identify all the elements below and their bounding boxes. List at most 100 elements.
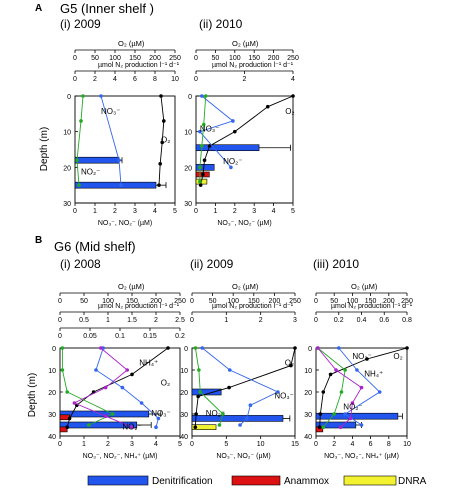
depth-tick-label: 20 xyxy=(48,390,56,397)
profile-label: NO₃⁻ xyxy=(274,392,293,401)
nutrient-tick-label: 10 xyxy=(403,441,411,448)
panel-subtitle: (ii) 2010 xyxy=(199,17,243,31)
point-no3 xyxy=(355,368,359,372)
legend-label-denitrification: Denitrification xyxy=(152,476,213,487)
o2-tick-label: 250 xyxy=(401,298,413,305)
profile-no2 xyxy=(76,95,84,186)
point-nh4 xyxy=(350,401,355,405)
point-o2 xyxy=(202,158,207,162)
rate-tick-label: 0.8 xyxy=(402,317,412,324)
point-o2 xyxy=(194,412,198,416)
point-o2 xyxy=(201,172,205,177)
nutrient-tick-label: 6 xyxy=(369,441,373,448)
legend-swatch-anammox xyxy=(231,475,281,486)
nutrient-tick-label: 10 xyxy=(257,441,265,448)
o2-tick-label: 50 xyxy=(80,298,88,305)
nutrient-tick-label: 4 xyxy=(272,208,276,215)
profile-o2 xyxy=(194,347,296,428)
o2-axis-title: O₂ (µM) xyxy=(118,282,145,291)
rate-tick-label: 0.2 xyxy=(334,317,344,324)
rate-tick-label: 2 xyxy=(154,317,158,324)
o2-tick-label: 0 xyxy=(190,298,194,305)
rate-tick-label: 2 xyxy=(259,317,263,324)
point-no2 xyxy=(321,425,326,430)
depth-tick-label: 0 xyxy=(67,94,71,101)
rate-tick-label: 0 xyxy=(73,76,77,83)
point-no3 xyxy=(120,385,125,390)
point-no3 xyxy=(343,412,347,416)
point-nh4 xyxy=(338,425,343,430)
point-nh4 xyxy=(334,368,338,372)
bar-denit xyxy=(195,144,260,152)
nutrient-tick-label: 1 xyxy=(213,208,217,215)
profile-label: NO₂⁻ xyxy=(343,403,362,412)
point-o2 xyxy=(130,372,134,377)
depth-axis-title: Depth (m) xyxy=(27,373,38,417)
point-no3 xyxy=(200,94,204,98)
nutrient-tick-label: 1 xyxy=(93,208,97,215)
o2-tick-label: 100 xyxy=(347,298,359,305)
point-o2 xyxy=(328,372,333,377)
rate-tick-label: 0 xyxy=(58,317,62,324)
rate-axis-title: µmol N₂ production l⁻¹ d⁻¹ xyxy=(212,62,294,69)
profile-label: NO₃⁻ xyxy=(352,352,371,361)
rate-tick-label: 1 xyxy=(224,317,228,324)
legend-label-anammox: Anammox xyxy=(284,476,329,487)
point-no3 xyxy=(198,129,202,134)
nutrient-tick-label: 3 xyxy=(133,208,137,215)
nutrient-tick-label: 5 xyxy=(291,208,295,215)
rate-tick-label: 0 xyxy=(194,76,198,83)
rate-axis-title: µmol N₂ production l⁻¹ d⁻¹ xyxy=(212,303,294,310)
nh4-tick-label: 0.1 xyxy=(115,333,125,340)
point-o2 xyxy=(233,129,237,134)
o2-axis-title: O₂ (µM) xyxy=(232,39,259,48)
nutrient-tick-label: 3 xyxy=(252,208,256,215)
o2-tick-label: 250 xyxy=(174,298,186,305)
profile-label: NO₂⁻ xyxy=(223,157,242,166)
legend-swatch-dnra xyxy=(343,475,397,486)
o2-tick-label: 200 xyxy=(268,55,280,62)
point-no2 xyxy=(79,119,83,123)
nh4-tick-label: 0.05 xyxy=(83,333,97,340)
rate-tick-label: 4 xyxy=(113,76,117,83)
point-no2 xyxy=(87,423,91,427)
point-no2 xyxy=(193,346,198,350)
point-o2 xyxy=(67,416,72,421)
depth-tick-label: 10 xyxy=(184,130,192,137)
o2-tick-label: 200 xyxy=(150,298,162,305)
rate-tick-label: 2.5 xyxy=(175,317,185,324)
point-nh4 xyxy=(359,385,364,390)
nutrient-tick-label: 0 xyxy=(194,208,198,215)
point-no3 xyxy=(248,403,253,408)
point-o2 xyxy=(293,346,297,350)
point-o2 xyxy=(289,363,293,368)
depth-tick-label: 30 xyxy=(48,412,56,419)
depth-tick-label: 40 xyxy=(48,434,56,441)
point-no2 xyxy=(339,390,344,394)
o2-tick-label: 150 xyxy=(126,298,138,305)
profile-nh4 xyxy=(317,347,363,428)
depth-tick-label: 40 xyxy=(304,434,312,441)
profile-o2 xyxy=(319,347,408,428)
panel-b-title: G6 (Mid shelf) xyxy=(54,239,136,254)
depth-tick-label: 10 xyxy=(48,368,56,375)
depth-tick-label: 20 xyxy=(63,165,71,172)
profile-label: NO₂⁻ xyxy=(206,409,225,418)
o2-axis-title: O₂ (µM) xyxy=(351,282,378,291)
point-no3 xyxy=(377,390,382,394)
panel-subtitle: (ii) 2009 xyxy=(190,257,234,271)
profile-label: NH₄⁺ xyxy=(139,359,158,368)
profile-nh4 xyxy=(73,347,133,428)
point-no2 xyxy=(77,183,81,187)
o2-tick-label: 100 xyxy=(109,55,121,62)
depth-tick-label: 30 xyxy=(304,412,312,419)
point-o2 xyxy=(162,119,166,123)
nutrient-tick-label: 0 xyxy=(73,208,77,215)
depth-tick-label: 10 xyxy=(63,130,71,137)
o2-tick-label: 150 xyxy=(365,298,377,305)
point-no3 xyxy=(200,346,205,350)
o2-tick-label: 200 xyxy=(149,55,161,62)
rate-tick-label: 2 xyxy=(93,76,97,83)
depth-axis-title: Depth (m) xyxy=(39,127,50,171)
